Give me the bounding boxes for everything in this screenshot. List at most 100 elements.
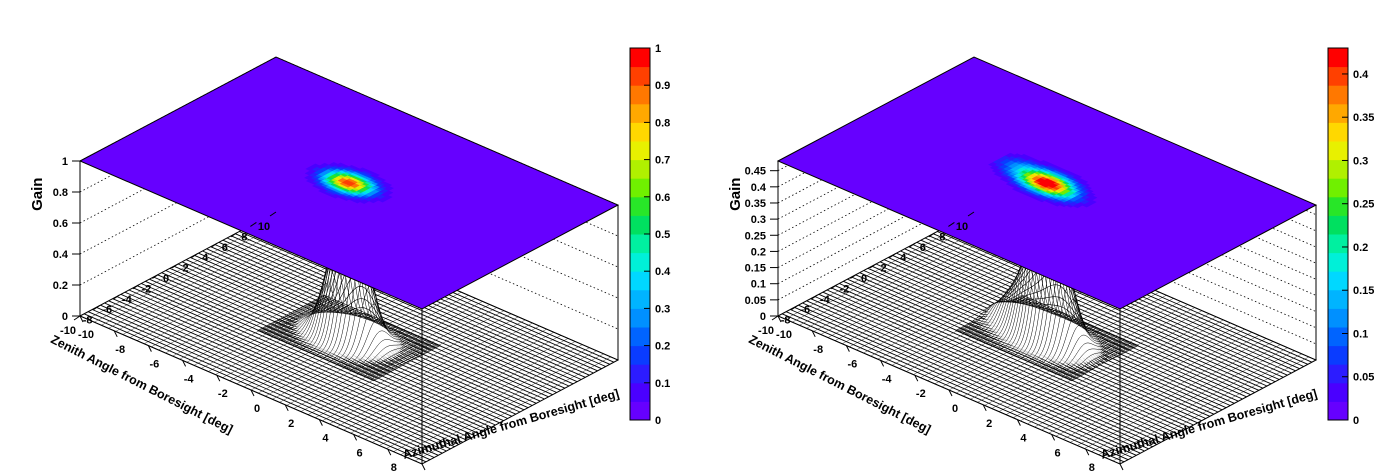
- surface-line: [267, 299, 335, 336]
- colorbar-band: [630, 327, 650, 347]
- colorbar-band: [1328, 382, 1348, 402]
- x-tick: [216, 374, 221, 382]
- colorbar-tick-label: 0.25: [1353, 199, 1374, 211]
- z-tick-label: 0.05: [745, 295, 766, 307]
- x-tick-label: 0: [254, 403, 260, 415]
- colorbar-band: [1328, 345, 1348, 365]
- x-tick: [79, 315, 84, 323]
- x-tick: [182, 360, 187, 367]
- colorbar-band: [1328, 401, 1348, 421]
- colorbar-band: [1328, 252, 1348, 272]
- x-tick: [113, 330, 118, 338]
- surface-line: [373, 345, 441, 382]
- z-tick-label: 0.3: [751, 214, 766, 226]
- color-cell: [372, 172, 380, 177]
- colorbar-band: [630, 48, 650, 68]
- colorbar-tick-label: 0.05: [1353, 372, 1374, 384]
- colorbar-band: [1328, 122, 1348, 142]
- x-tick-label: 4: [322, 433, 329, 445]
- colorbar-band: [1328, 196, 1348, 216]
- surface-line: [1061, 340, 1129, 377]
- y-tick-label: 2: [881, 263, 887, 275]
- y-tick: [850, 273, 857, 279]
- colorbar-band: [1328, 178, 1348, 198]
- y-tick: [791, 305, 798, 311]
- y-tick-label: 10: [956, 221, 968, 233]
- color-cell: [1082, 182, 1091, 187]
- floor-mesh-line: [1098, 350, 1295, 455]
- floor-mesh-line: [1077, 341, 1274, 446]
- x-tick: [845, 345, 850, 352]
- x-tick: [421, 463, 426, 471]
- surface-line: [1040, 299, 1108, 368]
- colorbar-frame: [1327, 47, 1349, 421]
- colorbar-band: [630, 271, 650, 291]
- y-tick: [171, 263, 179, 269]
- x-tick: [1051, 434, 1056, 441]
- colorbar-band: [630, 382, 650, 402]
- colorbar-band: [630, 103, 650, 123]
- y-tick-label: -6: [800, 304, 810, 316]
- x-tick-label: -4: [184, 373, 195, 385]
- color-cell: [384, 182, 393, 187]
- y-tick-label: 4: [202, 252, 209, 264]
- colorbar-band: [1328, 48, 1348, 68]
- surface-line: [339, 303, 407, 367]
- y-tick-label: 0: [163, 273, 169, 285]
- y-tick-label: 0: [861, 273, 867, 285]
- colorbar-tick-label: 0.9: [655, 80, 670, 92]
- x-tick: [147, 345, 152, 352]
- z-tick-label: 0.2: [751, 246, 766, 258]
- colorbar: [629, 47, 651, 421]
- x-tick: [1016, 419, 1021, 426]
- floor-mesh-line: [414, 356, 611, 462]
- floor-mesh-line: [1105, 353, 1302, 459]
- x-tick: [982, 404, 987, 412]
- x-tick: [250, 389, 255, 397]
- colorbar-band: [1328, 66, 1348, 86]
- y-tick: [93, 305, 100, 311]
- colorbar-tick-label: 0: [1353, 415, 1359, 427]
- colorbar-band: [1328, 327, 1348, 347]
- colorbar-band: [630, 345, 650, 365]
- y-tick: [269, 211, 277, 217]
- colorbar-band: [630, 66, 650, 86]
- y-tick: [73, 315, 81, 321]
- x-tick: [811, 330, 816, 338]
- floor-mesh-line: [1070, 338, 1267, 443]
- colorbar-tick-label: 0.1: [655, 378, 670, 390]
- floor-mesh-line: [364, 335, 562, 440]
- color-cell: [378, 177, 387, 182]
- x-tick-label: -6: [150, 359, 160, 371]
- surface-line: [1044, 313, 1112, 370]
- surface-line: [986, 265, 1054, 345]
- color-cell: [1074, 174, 1083, 179]
- x-tick-label: -10: [78, 329, 94, 341]
- x-tick-label: -2: [218, 388, 228, 400]
- y-tick: [967, 211, 975, 217]
- y-tick-label: 10: [258, 221, 270, 233]
- surface-line: [979, 278, 1047, 342]
- colorbar-tick-label: 0.3: [1353, 155, 1368, 167]
- surface-line: [1054, 337, 1122, 374]
- surface-line: [360, 339, 427, 376]
- colorbar-tick-label: 0.4: [655, 266, 671, 278]
- x-tick-label: 2: [986, 418, 992, 430]
- floor-mesh-line: [1084, 344, 1281, 449]
- colorbar-tick-label: 0.1: [1353, 328, 1368, 340]
- z-tick-label: 0: [62, 311, 68, 323]
- surface-line: [1068, 343, 1136, 380]
- x-tick-label: -6: [848, 359, 858, 371]
- colorbar-band: [630, 401, 650, 421]
- floor-mesh-line: [379, 341, 576, 446]
- y-tick-label: -8: [781, 315, 791, 327]
- floor-mesh-line: [386, 344, 583, 449]
- surface-line: [363, 340, 431, 377]
- x-tick: [777, 315, 782, 323]
- floor-mesh-line: [1091, 347, 1288, 452]
- colorbar-band: [1328, 234, 1348, 254]
- surface-mesh: [257, 190, 441, 382]
- y-tick: [230, 232, 238, 238]
- floor-mesh-line: [1062, 335, 1260, 440]
